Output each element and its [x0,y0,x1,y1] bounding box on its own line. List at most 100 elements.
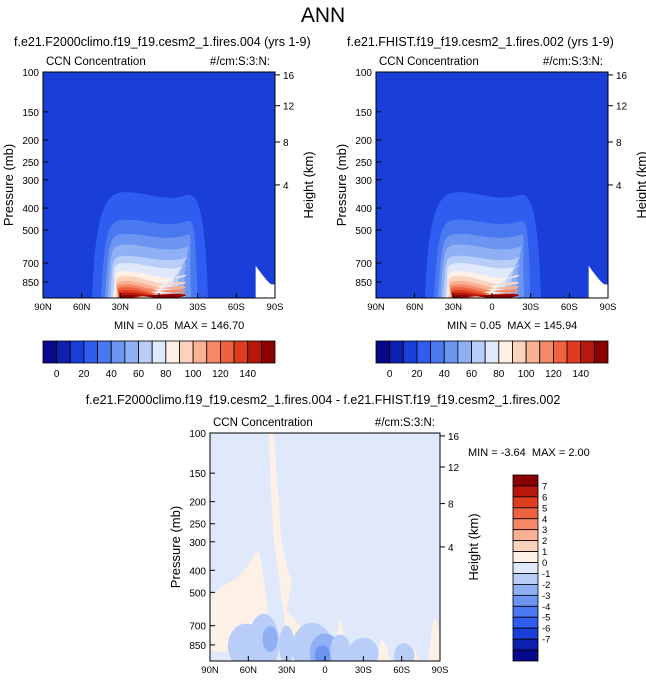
panel3-y2tick-label: 12 [448,463,460,474]
panel2-colorbar-box [484,340,500,364]
panel3-positive-region-1 [268,433,313,661]
panel2-xtick-label: 30N [445,302,463,313]
panel2-contours [376,72,608,298]
panel3-positive-region-5 [427,616,440,661]
panel1-y2label: Height (km) [301,151,316,218]
panel2-colorbar-box [539,340,554,364]
panel3-y2tick-label: 8 [448,500,454,511]
panel1-colorbar-box [192,340,208,364]
panel1-y2tick-label: 16 [283,71,295,82]
panel2-minmax: MIN = 0.05 MAX = 145.94 [447,320,577,332]
panel1-contour-level-16 [119,294,186,298]
panel3-positive-region-3 [376,638,392,661]
panel2-terrain-mask [588,265,608,298]
panel1-ytick-label: 700 [22,259,39,270]
panel3-colorbar-label: 6 [542,492,547,503]
panel3-colorbar-box [512,507,539,520]
panel2-colorbar-box [389,340,404,364]
panel3-colorbar-box [512,584,539,596]
panel3-negative-blob-8 [348,637,379,661]
panel1-xtick-label: 0 [156,302,161,313]
panel1-colorbar-label: 40 [106,369,118,380]
panel3-negative-blob-9 [394,643,415,661]
panel1-colorbar-box [97,340,112,364]
panel2-field [376,72,608,298]
panel1-ytick-label: 850 [22,278,39,289]
panel1-colorbar-box [56,340,71,364]
panel1-min-label: MIN = [114,320,144,332]
panel2-min-label: MIN = [447,320,477,332]
panel1-colorbar-box [138,340,153,364]
panel3-negative-blob-6 [314,645,331,661]
panel1-colorbar-box [42,340,58,364]
panel1-colorbar-label: 80 [160,369,172,380]
panel3-ytick-label: 400 [189,566,206,577]
panel3-colorbar-label: -6 [542,624,550,635]
panel1-variable-label: CCN Concentration [46,56,146,68]
panel3-ytick-label: 850 [189,641,206,652]
panel3-colorbar-label: 7 [542,481,547,492]
panel3-ytick-label: 250 [189,520,206,531]
panel2-ytick-label: 100 [355,68,372,79]
panel1-colorbar-box [69,340,85,364]
panel2-title: f.e21.FHIST.f19_f19.cesm2_1.fires.002 (y… [347,35,614,49]
panel2-colorbar-box [375,340,391,364]
panel1-colorbar-box [83,340,98,364]
panel2-y2tick-label: 8 [616,138,622,149]
panel2-colorbar-label: 140 [572,369,589,380]
panel3-colorbar-box [512,627,539,640]
panel2-colorbar-label: 60 [466,369,478,380]
panel2-y2tick-label: 16 [616,71,628,82]
panel1-ytick-label: 300 [22,176,39,187]
panel3-xtick-label: 30N [278,665,296,676]
panel3-colorbar-label: -5 [542,613,550,624]
panel2-colorbar-box [553,340,568,364]
panel3-colorbar-box [512,485,539,498]
panel1-ytick-label: 500 [22,226,39,237]
panel1-colorbar-box [260,340,276,364]
panel1-xtick-label: 30S [189,302,206,313]
panel3-negative-blob-3 [279,625,295,661]
panel2-colorbar-box [566,340,582,364]
panel1-ylabel: Pressure (mb) [1,144,16,226]
panel2-ytick-label: 700 [355,259,372,270]
panel1-colorbar-label: 140 [239,369,256,380]
panel1-colorbar-label: 20 [78,369,90,380]
diff-min-label: MIN = [468,447,498,459]
panel3-xtick-label: 60S [393,665,410,676]
panel2-units-label: #/cm:S:3:N: [543,56,603,68]
page-title: ANN [300,4,346,27]
panel2-xtick-label: 90N [367,302,385,313]
panel1-ytick-label: 400 [22,204,39,215]
panel2-contour-level-16 [452,294,519,298]
panel2-ytick-label: 200 [355,136,372,147]
panel2-ytick-label: 500 [355,226,372,237]
panel3-colorbar-box [512,649,539,662]
panel2-max-label: MAX = [507,320,541,332]
panel1-xtick-label: 30N [112,302,130,313]
panel1-min-value: 0.05 [146,320,169,332]
panel2-colorbar-box [416,340,431,364]
panel2-colorbar-box [512,340,527,364]
panel1-colorbar-box [110,340,126,364]
panel3-colorbar-label: -7 [542,635,550,646]
panel3-colorbar-label: 1 [542,547,547,558]
panel1-ytick-label: 100 [22,68,39,79]
panel2-ytick-label: 150 [355,108,372,119]
panel3-colorbar-box [512,540,539,552]
panel1-colorbar-box [206,340,221,364]
panel3-colorbar-box [512,573,539,585]
panel1-colorbar-label: 60 [133,369,145,380]
panel1-colorbar-box [247,340,262,364]
panel1-field [43,72,275,298]
panel2-colorbar-label: 100 [518,369,535,380]
panel1-colorbar-box [233,340,249,364]
panel2-variable-label: CCN Concentration [379,56,479,68]
panel2-max-value: 145.94 [543,320,578,332]
panel3-colorbar-box [512,551,539,563]
diff-panel-title: f.e21.F2000climo.f19_f19.cesm2_1.fires.0… [85,393,561,407]
panel2-colorbar-box [402,340,418,364]
panel1-y2tick-label: 8 [283,138,289,149]
panel1-units-label: #/cm:S:3:N: [210,56,270,68]
panel2-colorbar-label: 20 [411,369,423,380]
